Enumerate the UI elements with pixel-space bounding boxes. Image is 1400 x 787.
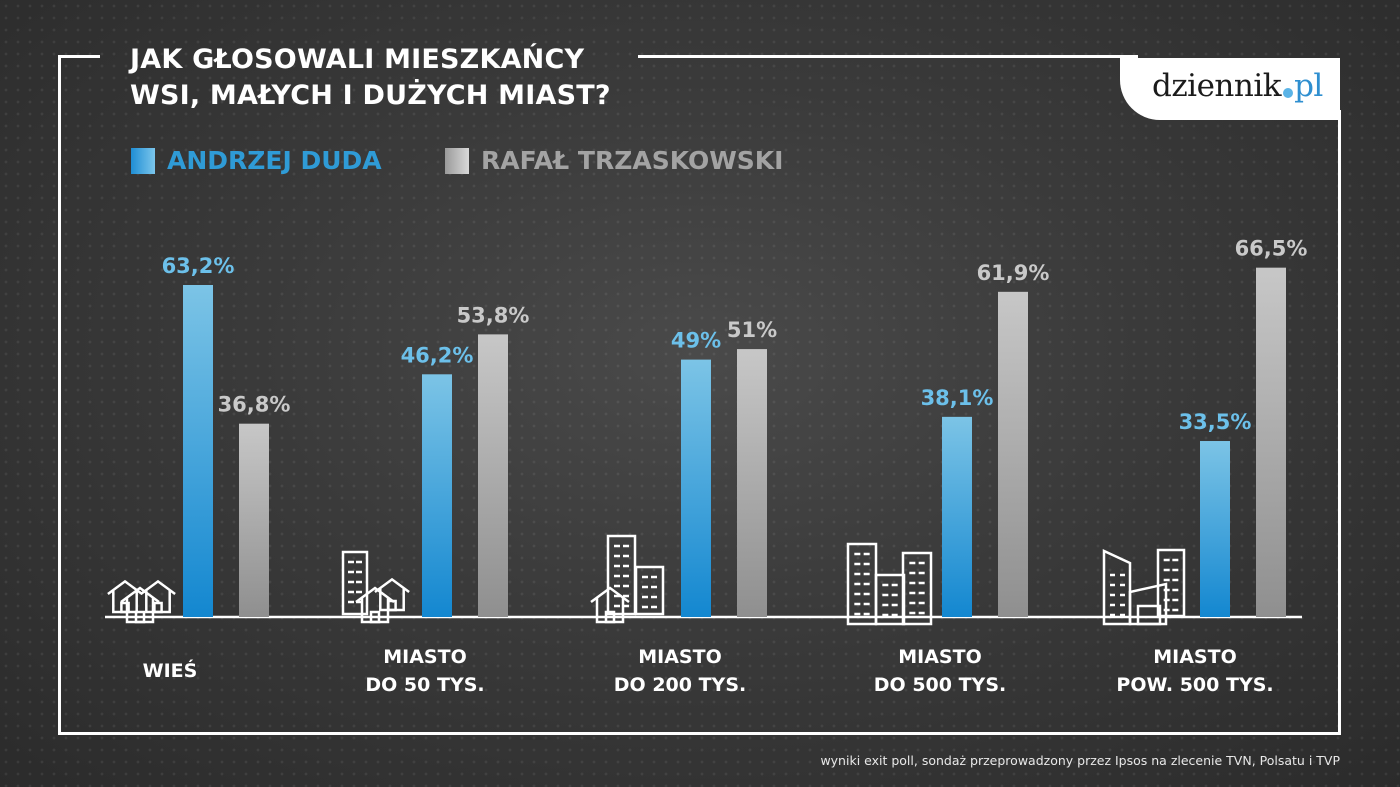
value-label-trzaskowski-4: 66,5% — [1235, 237, 1308, 261]
value-label-duda-0: 63,2% — [162, 254, 235, 278]
category-label-3-1: DO 500 TYS. — [874, 674, 1006, 696]
value-label-trzaskowski-1: 53,8% — [457, 303, 530, 327]
bar-duda-1 — [422, 374, 452, 617]
bar-trzaskowski-4 — [1256, 267, 1286, 617]
legend-swatch-trzaskowski — [445, 148, 469, 174]
frame-right — [1338, 110, 1341, 735]
value-label-duda-4: 33,5% — [1179, 410, 1252, 434]
title-line-2: WSI, MAŁYCH I DUŻYCH MIAST? — [130, 80, 611, 111]
category-label-0-0: WIEŚ — [143, 658, 198, 682]
frame-top-left — [58, 55, 100, 58]
bar-duda-3 — [942, 416, 972, 617]
logo-main-text: dziennik — [1152, 68, 1282, 104]
frame-top-right — [638, 55, 1138, 58]
value-label-duda-1: 46,2% — [401, 343, 474, 367]
legend-swatch-duda — [131, 148, 155, 174]
blocks-icon — [846, 542, 933, 626]
value-label-trzaskowski-0: 36,8% — [218, 393, 291, 417]
bar-duda-2 — [681, 359, 711, 617]
category-label-2-0: MIASTO — [638, 646, 721, 668]
bar-trzaskowski-1 — [478, 334, 508, 617]
bar-duda-4 — [1200, 441, 1230, 617]
skyscrapers-icon — [1102, 548, 1186, 626]
logo-suffix-text: pl — [1294, 68, 1323, 104]
building-houses-icon — [341, 550, 410, 624]
legend-label-duda: ANDRZEJ DUDA — [167, 146, 382, 175]
towers-house-icon — [590, 534, 665, 624]
bar-trzaskowski-2 — [737, 349, 767, 617]
value-label-trzaskowski-3: 61,9% — [977, 261, 1050, 285]
logo: dziennik pl — [1120, 58, 1340, 120]
category-label-1-0: MIASTO — [383, 646, 466, 668]
bar-duda-0 — [183, 285, 213, 617]
category-label-3-0: MIASTO — [898, 646, 981, 668]
category-label-4-0: MIASTO — [1153, 646, 1236, 668]
title-line-1: JAK GŁOSOWALI MIESZKAŃCY — [130, 44, 585, 75]
category-label-4-1: POW. 500 TYS. — [1116, 674, 1273, 696]
value-label-duda-2: 49% — [671, 329, 721, 353]
bar-trzaskowski-3 — [998, 291, 1028, 617]
category-label-2-1: DO 200 TYS. — [614, 674, 746, 696]
frame-bottom — [58, 732, 1341, 735]
footer-note: wyniki exit poll, sondaż przeprowadzony … — [820, 753, 1340, 768]
houses-icon — [107, 579, 176, 624]
page-title: JAK GŁOSOWALI MIESZKAŃCY WSI, MAŁYCH I D… — [130, 42, 650, 114]
category-label-1-1: DO 50 TYS. — [365, 674, 484, 696]
logo-dot-icon — [1283, 88, 1294, 98]
bar-trzaskowski-0 — [239, 423, 269, 617]
frame-left — [58, 55, 61, 735]
value-label-duda-3: 38,1% — [921, 386, 994, 410]
legend-label-trzaskowski: RAFAŁ TRZASKOWSKI — [481, 146, 784, 175]
value-label-trzaskowski-2: 51% — [727, 318, 777, 342]
